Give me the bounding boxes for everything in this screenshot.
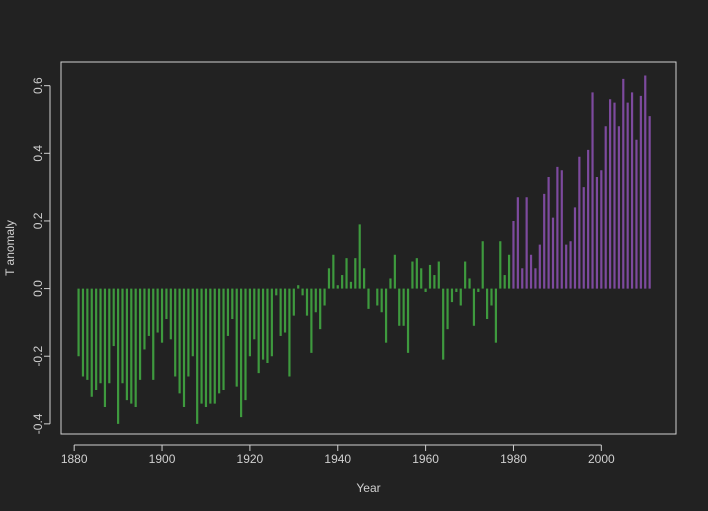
x-tick-label: 1900: [149, 452, 176, 466]
x-axis: 1880 1900 1920 1940 1960 1980 2000: [61, 444, 615, 466]
y-tick-label: 0.6: [31, 77, 45, 94]
y-axis: -0.4 -0.2 0.0 0.2 0.4 0.6: [31, 77, 51, 434]
x-tick-label: 1940: [324, 452, 351, 466]
x-tick-label: 1960: [412, 452, 439, 466]
y-tick-label: 0.4: [31, 145, 45, 162]
x-tick-label: 1920: [237, 452, 264, 466]
x-tick-label: 2000: [588, 452, 615, 466]
bar-series: [77, 75, 651, 424]
y-tick-label: 0.2: [31, 212, 45, 229]
x-tick-label: 1880: [61, 452, 88, 466]
x-axis-title: Year: [356, 481, 380, 495]
y-tick-label: -0.4: [31, 413, 45, 434]
y-tick-label: -0.2: [31, 346, 45, 367]
y-tick-label: 0.0: [31, 280, 45, 297]
x-tick-label: 1980: [500, 452, 527, 466]
y-axis-title: T anomaly: [3, 220, 17, 276]
plot-frame: [60, 61, 677, 435]
